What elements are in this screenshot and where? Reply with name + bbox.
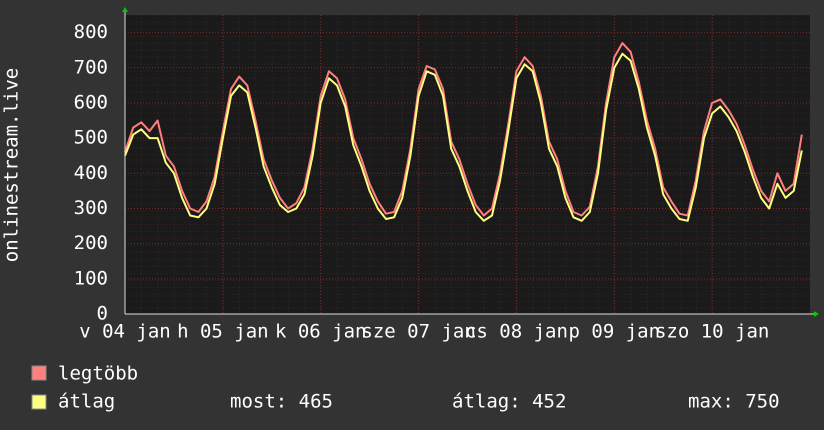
x-tick-label: k 06 jan <box>275 321 367 343</box>
x-tick-label: p 09 jan <box>569 321 661 343</box>
series-line <box>124 52 803 222</box>
x-tick-label: sze 07 jan <box>361 321 475 343</box>
y-tick-label: 600 <box>74 91 108 113</box>
legend-label: legtöbb <box>58 363 138 385</box>
x-tick-label: cs 08 jan <box>465 321 568 343</box>
y-tick-label: 400 <box>74 162 108 184</box>
x-tick-label: h 05 jan <box>177 321 269 343</box>
y-tick-label: 700 <box>74 56 108 78</box>
y-tick-label: 200 <box>74 232 108 254</box>
legend-swatch <box>31 365 47 381</box>
legend-stat: átlag: 452 <box>452 391 566 413</box>
y-tick-label: 300 <box>74 197 108 219</box>
minor-grid <box>125 15 810 314</box>
y-tick-label: 800 <box>74 21 108 43</box>
y-tick-label: 100 <box>74 267 108 289</box>
legend-stat: most: 465 <box>230 391 333 413</box>
y-tick-label: 500 <box>74 127 108 149</box>
legend-label: átlag <box>58 391 115 413</box>
y-arrow <box>122 7 128 12</box>
x-tick-label: szo 10 jan <box>655 321 769 343</box>
series-line <box>124 42 803 217</box>
x-arrow <box>814 311 819 317</box>
legend-stat: max: 750 <box>688 391 780 413</box>
x-tick-label: v 04 jan <box>79 321 171 343</box>
y-axis-title: onlinestream.live <box>1 68 23 262</box>
legend-swatch <box>31 394 47 410</box>
y-tick-label: 0 <box>97 303 108 325</box>
